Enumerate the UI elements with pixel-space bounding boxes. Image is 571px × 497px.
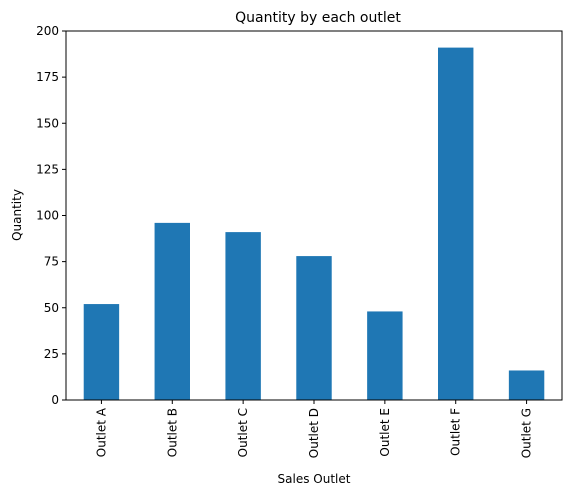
y-tick-label: 0 (51, 393, 59, 407)
x-tick-label: Outlet D (307, 408, 321, 458)
plot-frame (65, 30, 563, 401)
bar-outlet-d (296, 256, 332, 400)
x-axis-label: Sales Outlet (278, 472, 351, 486)
x-tick-label: Outlet B (165, 408, 179, 457)
bar-outlet-f (438, 47, 474, 400)
x-tick-label: Outlet E (378, 408, 392, 457)
x-tick-label: Outlet A (94, 407, 108, 457)
y-tick-label: 50 (44, 301, 59, 315)
bars-group (83, 47, 545, 400)
chart-title: Quantity by each outlet (235, 10, 401, 26)
bar-outlet-e (367, 311, 403, 400)
x-tick-label: Outlet F (449, 408, 463, 456)
y-tick-label: 75 (44, 255, 59, 269)
y-tick-label: 200 (36, 24, 59, 38)
bar-outlet-g (508, 370, 545, 400)
y-axis-label: Quantity (10, 189, 24, 241)
bar-outlet-c (225, 232, 261, 400)
x-tick-label: Outlet G (520, 408, 534, 458)
y-tick-label: 100 (36, 209, 59, 223)
y-tick-label: 175 (36, 70, 59, 84)
y-tick-label: 150 (36, 116, 59, 130)
y-tick-label: 125 (36, 162, 59, 176)
bar-outlet-a (83, 304, 120, 400)
y-axis-ticks: 0 25 50 75 100 125 150 175 200 (36, 24, 66, 407)
y-tick-label: 25 (44, 347, 59, 361)
bar-outlet-b (154, 222, 190, 400)
x-tick-label: Outlet C (236, 408, 250, 457)
x-axis-ticks: Outlet A Outlet B Outlet C Outlet D Outlet E… (94, 400, 534, 458)
